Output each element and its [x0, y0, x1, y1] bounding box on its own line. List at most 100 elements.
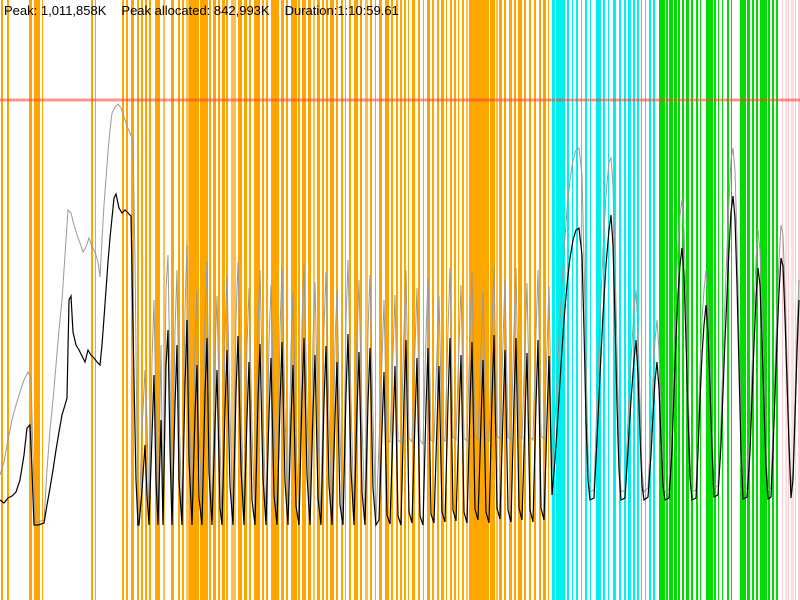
- gc-bar-orange: [238, 0, 242, 600]
- gc-bar-orange: [122, 0, 124, 600]
- stats-header: Peak: 1,011,858K Peak allocated: 842,993…: [4, 3, 399, 18]
- gc-bar-cyan: [567, 0, 569, 600]
- gc-bar-orange: [7, 0, 9, 600]
- allocated-size-line: [0, 192, 800, 527]
- gc-bar-green: [700, 0, 701, 600]
- gc-bar-cyan: [628, 0, 631, 600]
- gc-bar-orange: [298, 0, 300, 600]
- gc-bar-orange: [178, 0, 180, 600]
- gc-bar-orange: [244, 0, 247, 600]
- gc-bar-orange: [226, 0, 228, 600]
- gc-bar-green: [696, 0, 698, 600]
- gc-bar-cyan: [608, 0, 609, 600]
- gc-bar-orange: [400, 0, 402, 600]
- gc-bar-pink: [788, 0, 789, 600]
- gc-bar-orange: [396, 0, 398, 600]
- gc-bar-orange-light: [365, 0, 368, 600]
- duration-stat: Duration:1:10:59.61: [284, 3, 399, 18]
- gc-bar-orange: [345, 0, 346, 600]
- gc-bar-green: [678, 0, 680, 600]
- gc-bar-orange: [218, 0, 220, 600]
- gc-bar-orange: [141, 0, 143, 600]
- gc-bar-cyan: [572, 0, 573, 600]
- gc-bar-orange: [209, 0, 211, 600]
- gc-bar-orange: [137, 0, 139, 600]
- gc-bar-orange: [249, 0, 251, 600]
- gc-bar-orange: [458, 0, 459, 600]
- gc-bar-orange: [91, 0, 93, 600]
- gc-bar-orange: [322, 0, 324, 600]
- gc-bar-orange: [539, 0, 541, 600]
- gc-bar-pink-light: [785, 0, 787, 600]
- gc-bar-green: [768, 0, 770, 600]
- peak-size-line: [0, 103, 800, 523]
- gc-bar-orange: [1, 0, 3, 600]
- peak-allocated-stat: Peak allocated: 842,993K: [121, 3, 270, 18]
- gc-bar-green: [756, 0, 758, 600]
- gc-bar-orange: [524, 0, 526, 600]
- gc-bar-cyan: [649, 0, 651, 600]
- gc-bar-green: [747, 0, 750, 600]
- gc-bar-orange: [95, 0, 96, 600]
- gc-bar-orange: [302, 0, 306, 600]
- gc-bar-orange-light: [496, 0, 498, 600]
- gc-bar-orange: [222, 0, 225, 600]
- gc-bar-orange: [213, 0, 216, 600]
- gc-bar-orange: [437, 0, 439, 600]
- gc-bar-cyan: [624, 0, 626, 600]
- gc-bar-orange: [408, 0, 409, 600]
- gc-bar-cyan: [552, 0, 555, 600]
- gc-bar-orange: [454, 0, 456, 600]
- gc-bar-orange: [171, 0, 174, 600]
- gc-bar-green: [772, 0, 774, 600]
- peak-threshold-line: [0, 98, 800, 102]
- gc-bar-orange: [529, 0, 531, 600]
- gc-bar-orange: [423, 0, 424, 600]
- gc-bar-orange: [441, 0, 444, 600]
- gc-bar-orange: [446, 0, 447, 600]
- gc-bar-orange: [266, 0, 268, 600]
- gc-bar-orange: [34, 0, 40, 600]
- gc-bar-orange: [189, 0, 199, 600]
- gc-bar-orange-light: [231, 0, 236, 600]
- gc-bar-orange: [543, 0, 546, 600]
- gc-bar-green: [727, 0, 729, 600]
- gc-bar-orange: [354, 0, 358, 600]
- gc-bar-orange: [317, 0, 320, 600]
- gc-bar-orange: [499, 0, 502, 600]
- gc-bar-orange: [182, 0, 184, 600]
- gc-bar-orange: [271, 0, 279, 600]
- gc-bar-cyan: [596, 0, 601, 600]
- gc-bar-cyan: [590, 0, 591, 600]
- gc-bar-orange: [145, 0, 147, 600]
- gc-bar-pink: [782, 0, 783, 600]
- gc-bar-orange: [379, 0, 382, 600]
- gc-bar-cyan: [633, 0, 635, 600]
- gc-bar-orange: [308, 0, 311, 600]
- gc-bar-orange: [341, 0, 343, 600]
- gc-bar-orange: [391, 0, 393, 600]
- gc-bar-orange-light: [466, 0, 468, 600]
- gc-bar-orange: [155, 0, 160, 600]
- gc-bar-pink: [795, 0, 796, 600]
- gc-bar-orange: [330, 0, 334, 600]
- gc-bar-green: [760, 0, 767, 600]
- gc-bar-green: [714, 0, 716, 600]
- gc-bar-green: [731, 0, 732, 600]
- peak-stat: Peak: 1,011,858K: [4, 3, 107, 18]
- gc-bar-orange: [432, 0, 434, 600]
- gc-bar-orange: [286, 0, 288, 600]
- gc-bar-cyan: [653, 0, 655, 600]
- gc-bar-green: [666, 0, 668, 600]
- gc-bar-orange: [126, 0, 128, 600]
- gc-bar-green: [740, 0, 746, 600]
- gc-bar-cyan: [645, 0, 646, 600]
- gc-bar-green: [669, 0, 673, 600]
- gc-bar-orange: [349, 0, 351, 600]
- gc-bar-green: [722, 0, 723, 600]
- gc-bar-green: [706, 0, 713, 600]
- gc-bar-orange: [534, 0, 536, 600]
